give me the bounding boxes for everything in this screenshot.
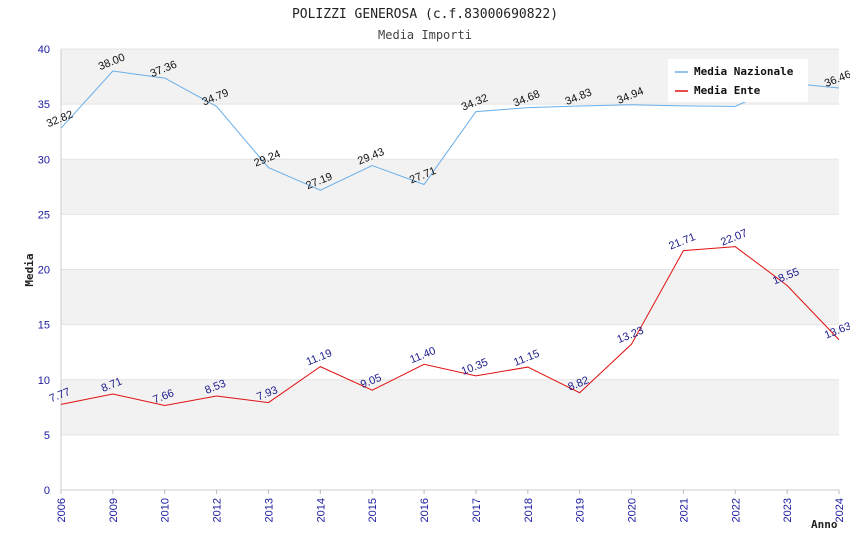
plot-band [61, 324, 839, 380]
x-tick-label: 2015 [367, 498, 379, 522]
x-tick-label: 2012 [212, 498, 224, 522]
y-ticks: 0 5 10 15 20 25 30 35 40 [38, 44, 50, 497]
x-ticks: 2006 2009 2010 2012 2013 2014 2015 2016 2017 2018… [56, 490, 846, 522]
y-tick-label: 5 [44, 430, 50, 442]
plot-band [61, 104, 839, 160]
x-tick-label: 2013 [263, 498, 275, 522]
legend: Media Nazionale Media Ente [668, 59, 808, 102]
x-tick-label: 2017 [471, 498, 483, 522]
y-tick-label: 30 [38, 154, 50, 166]
plot-band [61, 159, 839, 215]
plot-band [61, 269, 839, 325]
y-tick-label: 35 [38, 99, 50, 111]
plot-band [61, 214, 839, 270]
series-line-media-nazionale [60, 70, 840, 191]
x-tick-label: 2022 [730, 498, 742, 522]
legend-label-media-nazionale: Media Nazionale [694, 65, 794, 78]
x-tick-label: 2016 [419, 498, 431, 522]
y-tick-label: 20 [38, 265, 50, 277]
plot-band [61, 434, 839, 490]
legend-box [668, 59, 808, 102]
y-tick-label: 40 [38, 44, 50, 56]
x-tick-label: 2009 [108, 498, 120, 522]
y-tick-label: 25 [38, 209, 50, 221]
plot-band [61, 379, 839, 435]
legend-label-media-ente: Media Ente [694, 84, 761, 97]
x-tick-label: 2020 [627, 498, 639, 522]
plot-bands [61, 49, 839, 490]
y-tick-label: 15 [38, 320, 50, 332]
x-tick-label: 2023 [782, 498, 794, 522]
y-tick-label: 0 [44, 485, 50, 497]
x-tick-label: 2006 [56, 498, 68, 522]
x-tick-label: 2021 [678, 498, 690, 522]
series-line-media-ente [60, 246, 840, 407]
y-axis-label: Media [23, 253, 36, 286]
x-tick-label: 2018 [523, 498, 535, 522]
x-tick-label: 2024 [834, 498, 846, 522]
y-tick-label: 10 [38, 375, 50, 387]
series-layer [60, 70, 840, 407]
chart-title: POLIZZI GENEROSA (c.f.83000690822) [292, 7, 558, 22]
chart-subtitle: Media Importi [378, 28, 472, 42]
x-tick-label: 2019 [575, 498, 587, 522]
x-tick-label: 2014 [315, 498, 327, 522]
x-tick-label: 2010 [160, 498, 172, 522]
x-axis-label: Anno [811, 518, 838, 531]
